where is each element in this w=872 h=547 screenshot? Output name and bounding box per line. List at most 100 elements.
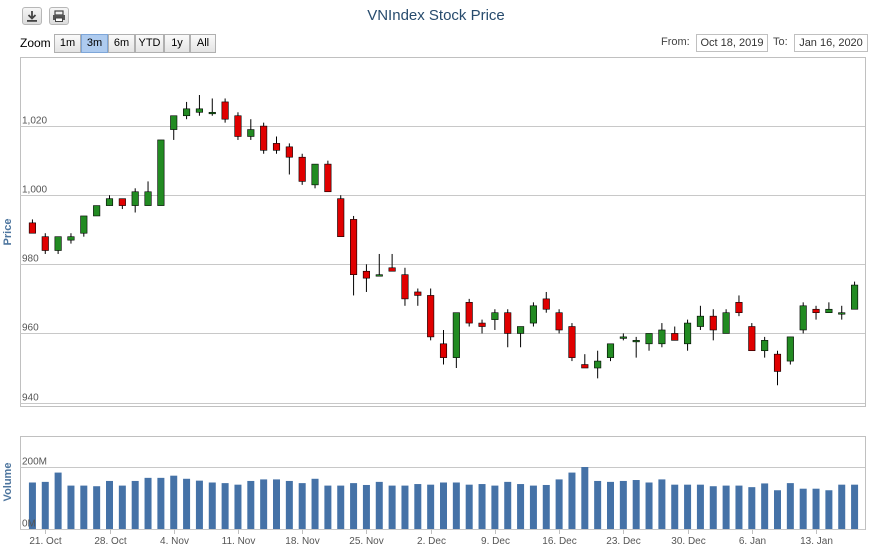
volume-bar xyxy=(478,484,486,529)
candle-body xyxy=(709,315,717,331)
candle-body xyxy=(645,333,653,345)
candle-body xyxy=(786,336,794,362)
volume-bar xyxy=(324,485,332,529)
volume-bar xyxy=(465,484,473,529)
x-tick-label: 25. Nov xyxy=(349,536,383,547)
volume-bar xyxy=(362,484,370,529)
volume-bar xyxy=(735,485,743,529)
x-tick-label: 30. Dec xyxy=(671,536,705,547)
volume-bar xyxy=(709,486,717,529)
volume-bar xyxy=(452,482,460,529)
volume-bar xyxy=(183,478,191,529)
volume-bar xyxy=(607,481,614,529)
volume-bar xyxy=(208,482,216,529)
volume-bar xyxy=(93,486,101,529)
candle-body xyxy=(439,343,448,358)
x-tick-label: 23. Dec xyxy=(606,536,640,547)
print-button[interactable] xyxy=(49,7,69,25)
price-tick-label: 980 xyxy=(22,254,39,265)
volume-bar xyxy=(131,480,139,529)
candle-body xyxy=(812,308,820,314)
volume-bar xyxy=(221,483,229,529)
volume-bar xyxy=(414,484,422,529)
candle-body xyxy=(131,191,139,206)
candle-body xyxy=(594,360,602,369)
zoom-all-button[interactable]: All xyxy=(190,34,216,53)
x-tick-label: 9. Dec xyxy=(481,536,510,547)
x-tick-label: 6. Jan xyxy=(739,536,766,547)
price-axis-title: Price xyxy=(2,219,14,246)
candle-body xyxy=(555,312,563,331)
volume-bar xyxy=(388,485,396,529)
range-to-input[interactable]: Jan 16, 2020 xyxy=(794,34,868,52)
volume-bar xyxy=(350,483,358,529)
print-icon xyxy=(53,10,65,22)
x-tick-label: 18. Nov xyxy=(285,536,319,547)
volume-bar xyxy=(645,482,653,529)
candle-body xyxy=(452,312,460,358)
candle-body xyxy=(684,322,692,345)
price-plot-frame xyxy=(20,57,866,407)
candle-body xyxy=(350,219,358,275)
volume-bar xyxy=(80,485,88,529)
volume-bar xyxy=(632,480,640,529)
volume-bar xyxy=(170,475,178,529)
volume-bar xyxy=(619,480,627,529)
volume-bar xyxy=(799,488,807,529)
zoom-1m-button[interactable]: 1m xyxy=(54,34,81,53)
zoom-3m-button[interactable]: 3m xyxy=(81,34,108,53)
volume-bar xyxy=(440,482,447,529)
candle-body xyxy=(375,274,383,277)
volume-bar xyxy=(427,484,435,529)
candle-body xyxy=(606,343,615,358)
volume-bar xyxy=(273,479,280,529)
candle-body xyxy=(491,312,499,320)
x-tick-label: 16. Dec xyxy=(542,536,576,547)
price-tick-label: 940 xyxy=(22,393,39,404)
zoom-ytd-button[interactable]: YTD xyxy=(135,34,164,53)
volume-bar xyxy=(41,481,49,529)
volume-bar xyxy=(298,483,306,529)
candle-body xyxy=(773,353,782,372)
volume-bar xyxy=(144,477,152,529)
candle-body xyxy=(658,329,666,345)
volume-bar xyxy=(106,480,113,529)
candle-body xyxy=(761,340,769,352)
candle-body xyxy=(529,305,537,324)
volume-bar xyxy=(375,481,383,529)
candle-body xyxy=(234,115,242,137)
zoom-label: Zoom xyxy=(20,36,51,50)
x-tick-label: 2. Dec xyxy=(417,536,446,547)
candle-body xyxy=(260,125,268,151)
volume-bar xyxy=(247,480,255,529)
range-from-input[interactable]: Oct 18, 2019 xyxy=(696,34,768,52)
volume-bar xyxy=(401,485,409,529)
zoom-1y-button[interactable]: 1y xyxy=(164,34,190,53)
candle-body xyxy=(41,236,49,251)
candle-body xyxy=(414,291,422,296)
zoom-6m-button[interactable]: 6m xyxy=(108,34,135,53)
price-tick-label: 960 xyxy=(22,323,39,334)
candle-body xyxy=(542,298,550,310)
candle-body xyxy=(632,340,640,343)
volume-bar xyxy=(568,472,576,529)
candle-body xyxy=(311,163,319,186)
x-tick-label: 21. Oct xyxy=(29,536,61,547)
candle-body xyxy=(144,191,152,206)
volume-bar xyxy=(67,485,75,529)
volume-bar xyxy=(748,487,756,529)
download-icon xyxy=(27,11,37,22)
volume-bar xyxy=(838,484,846,529)
volume-bar xyxy=(157,477,165,529)
candle-body xyxy=(221,101,229,120)
volume-bar xyxy=(696,484,704,529)
download-button[interactable] xyxy=(22,7,42,25)
candle-body xyxy=(619,336,627,339)
volume-bar xyxy=(761,483,769,529)
volume-bar xyxy=(722,485,730,529)
volume-bar xyxy=(260,479,268,529)
volume-bar xyxy=(28,482,36,529)
volume-bar xyxy=(311,478,319,529)
volume-bar xyxy=(491,485,499,529)
volume-bar xyxy=(118,485,126,529)
